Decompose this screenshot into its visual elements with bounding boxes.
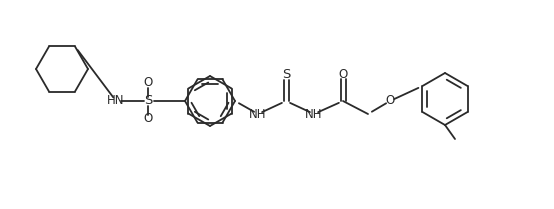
Text: O: O: [143, 112, 152, 125]
Text: S: S: [144, 94, 152, 107]
Text: HN: HN: [107, 94, 125, 107]
Text: S: S: [282, 69, 290, 82]
Text: O: O: [386, 94, 394, 107]
Text: O: O: [338, 69, 347, 82]
Text: NH: NH: [249, 107, 266, 121]
Text: NH: NH: [305, 107, 323, 121]
Text: O: O: [143, 76, 152, 89]
